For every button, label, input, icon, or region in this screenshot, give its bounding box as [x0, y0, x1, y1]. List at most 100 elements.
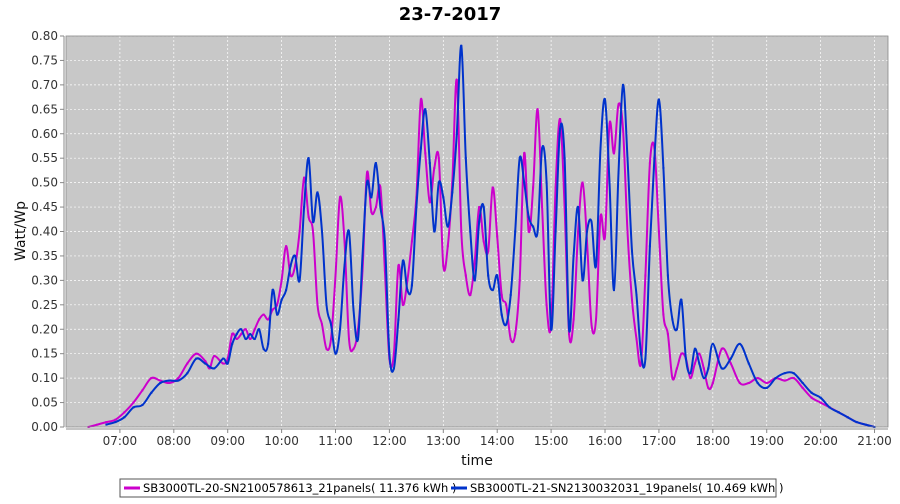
data-point-1 — [545, 181, 548, 184]
data-point-0 — [819, 401, 822, 404]
data-point-1 — [357, 338, 359, 340]
x-tick-label: 12:00 — [372, 434, 407, 448]
x-tick-label: 08:00 — [157, 434, 192, 448]
data-point-0 — [285, 245, 288, 248]
data-point-1 — [756, 382, 759, 384]
data-point-0 — [482, 240, 485, 243]
data-point-1 — [662, 167, 665, 169]
x-tick-label: 19:00 — [749, 434, 784, 448]
data-point-1 — [388, 352, 391, 355]
data-point-1 — [307, 157, 310, 160]
data-point-0 — [419, 98, 422, 101]
data-point-1 — [303, 206, 306, 209]
data-point-1 — [276, 313, 279, 316]
data-point-1 — [168, 379, 171, 382]
data-point-0 — [514, 333, 517, 336]
data-point-0 — [626, 230, 629, 233]
data-point-0 — [792, 377, 795, 380]
y-tick-label: 0.40 — [31, 225, 58, 239]
y-tick-label: 0.75 — [31, 53, 58, 67]
data-point-1 — [114, 421, 117, 424]
data-point-0 — [455, 79, 458, 81]
data-point-1 — [374, 162, 377, 165]
data-point-1 — [518, 157, 521, 160]
data-point-1 — [392, 367, 395, 370]
data-point-0 — [599, 215, 602, 218]
data-point-1 — [334, 352, 337, 355]
data-point-0 — [491, 186, 494, 189]
data-point-0 — [303, 176, 306, 179]
data-point-1 — [765, 386, 768, 389]
chart-title: 23-7-2017 — [399, 4, 502, 25]
data-point-0 — [374, 206, 377, 209]
data-point-0 — [595, 318, 597, 321]
data-point-1 — [684, 357, 687, 360]
data-point-1 — [433, 230, 436, 233]
data-point-1 — [491, 289, 494, 292]
data-point-0 — [559, 118, 562, 121]
y-tick-label: 0.25 — [31, 298, 58, 312]
data-point-0 — [720, 347, 723, 350]
y-tick-label: 0.15 — [31, 347, 58, 361]
x-tick-label: 10:00 — [264, 434, 299, 448]
data-point-1 — [267, 342, 270, 345]
data-point-0 — [675, 367, 678, 370]
data-point-1 — [527, 215, 530, 218]
data-point-0 — [307, 215, 310, 218]
data-point-1 — [568, 328, 571, 331]
y-tick-label: 0.10 — [31, 371, 58, 385]
data-point-0 — [141, 389, 144, 392]
data-point-1 — [648, 245, 651, 248]
data-point-1 — [222, 357, 225, 360]
legend: SB3000TL-20-SN2100578613_21panels( 11.37… — [119, 478, 783, 498]
data-point-1 — [729, 357, 732, 360]
data-point-1 — [559, 127, 562, 130]
data-point-0 — [698, 352, 701, 355]
data-point-0 — [289, 274, 292, 277]
data-point-0 — [738, 382, 741, 384]
data-point-1 — [500, 313, 503, 316]
data-point-0 — [231, 333, 234, 336]
data-point-0 — [325, 347, 328, 350]
data-point-0 — [617, 103, 620, 106]
data-point-0 — [410, 240, 413, 243]
y-tick-label: 0.05 — [31, 396, 58, 410]
data-point-1 — [514, 230, 517, 233]
data-point-1 — [401, 259, 404, 262]
data-point-1 — [810, 391, 813, 394]
data-point-0 — [711, 382, 714, 384]
data-point-0 — [352, 347, 355, 350]
data-point-0 — [541, 206, 544, 209]
x-tick-label: 17:00 — [642, 434, 677, 448]
data-point-0 — [487, 250, 490, 253]
data-point-0 — [222, 362, 225, 365]
data-point-1 — [213, 367, 216, 370]
data-point-1 — [622, 83, 624, 86]
data-point-0 — [428, 201, 431, 204]
data-point-0 — [105, 421, 108, 424]
y-axis-label: Watt/Wp — [13, 201, 29, 261]
x-tick-label: 11:00 — [318, 434, 353, 448]
data-point-0 — [159, 379, 162, 382]
x-tick-label: 20:00 — [803, 434, 838, 448]
data-point-1 — [428, 162, 431, 165]
data-point-0 — [123, 411, 126, 414]
data-point-1 — [321, 230, 323, 233]
data-point-0 — [294, 264, 297, 267]
data-point-0 — [644, 274, 647, 277]
data-point-1 — [505, 323, 508, 326]
data-point-0 — [383, 269, 386, 272]
data-point-1 — [289, 264, 292, 267]
data-point-1 — [132, 406, 135, 409]
data-point-1 — [532, 225, 535, 228]
data-point-0 — [532, 186, 535, 189]
data-point-0 — [316, 303, 319, 306]
data-point-1 — [258, 328, 261, 331]
data-point-0 — [433, 167, 436, 169]
data-point-0 — [343, 240, 346, 243]
data-point-1 — [711, 342, 714, 345]
data-point-1 — [608, 181, 611, 184]
data-point-0 — [505, 303, 508, 306]
data-point-1 — [550, 328, 553, 331]
data-point-0 — [244, 328, 247, 331]
